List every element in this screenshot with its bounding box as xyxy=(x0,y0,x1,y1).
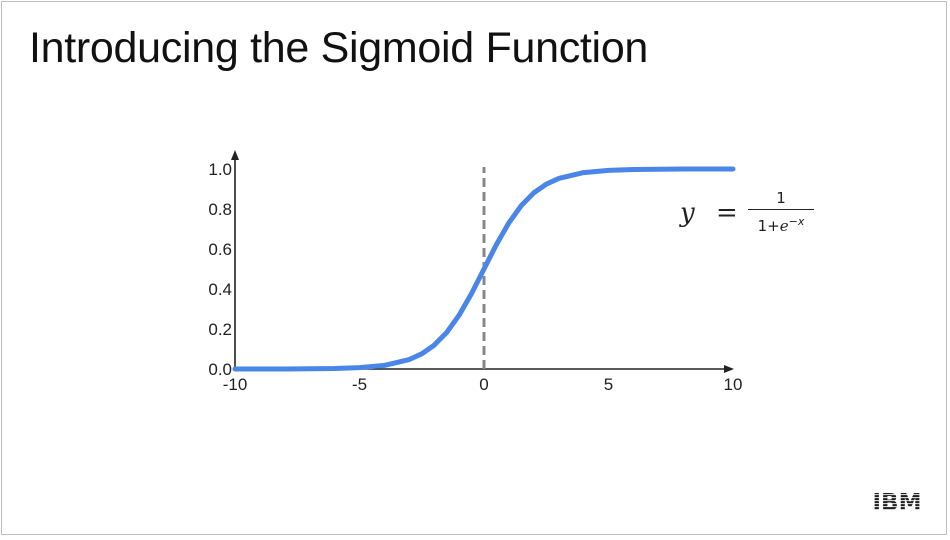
sigmoid-curve xyxy=(232,166,736,372)
formula-denominator-exponent: −x xyxy=(788,215,805,228)
x-tick-label: 0 xyxy=(479,375,488,394)
x-tick-label: 10 xyxy=(724,375,743,394)
formula-lhs: y xyxy=(680,198,695,228)
formula-denominator: 1+e−x xyxy=(746,213,816,235)
x-tick-label: -10 xyxy=(223,375,248,394)
chart-ticks: 0.0 0.2 0.4 0.6 0.8 1.0 -10 -5 0 5 10 xyxy=(208,160,742,394)
ibm-logo-text: IBM xyxy=(873,490,922,513)
y-tick-label: 1.0 xyxy=(208,160,232,179)
y-axis-arrow-icon xyxy=(231,150,239,160)
y-tick-label: 0.4 xyxy=(208,280,232,299)
slide-title: Introducing the Sigmoid Function xyxy=(29,24,649,72)
chart-marks xyxy=(232,166,736,372)
formula-denominator-e: e xyxy=(779,217,789,235)
x-tick-label: -5 xyxy=(352,375,367,394)
x-tick-label: 5 xyxy=(604,375,613,394)
formula-fraction-bar xyxy=(748,209,814,210)
y-tick-label: 0.8 xyxy=(208,200,232,219)
y-tick-label: 0.2 xyxy=(208,320,232,339)
formula-numerator: 1 xyxy=(776,189,786,207)
y-tick-label: 0.6 xyxy=(208,240,232,259)
formula-fraction: 1 1+e−x xyxy=(746,188,816,235)
ibm-logo-icon: IBM xyxy=(873,490,922,513)
y-tick-label: 0.0 xyxy=(208,360,232,379)
x-axis-arrow-icon xyxy=(724,365,734,373)
formula-denominator-base: 1+ xyxy=(757,217,780,235)
formula-equals: = xyxy=(716,198,738,228)
